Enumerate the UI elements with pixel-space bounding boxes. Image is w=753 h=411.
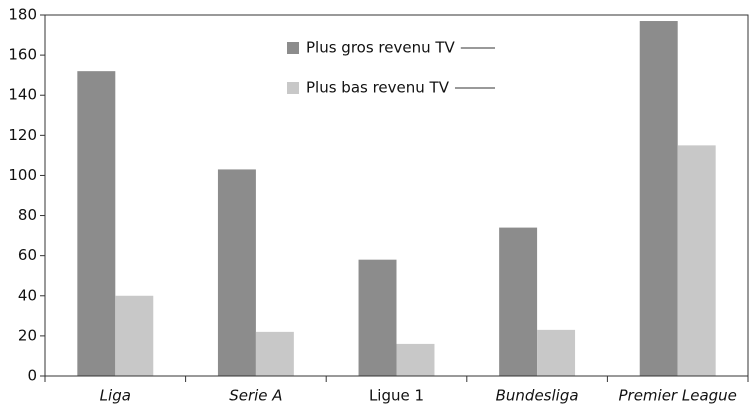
- y-tick-label: 20: [18, 326, 37, 344]
- y-tick-label: 120: [8, 126, 37, 144]
- bar: [255, 331, 294, 376]
- y-tick-label: 0: [27, 367, 37, 385]
- y-tick-label: 160: [8, 46, 37, 64]
- y-tick-label: 80: [18, 206, 37, 224]
- bar: [115, 295, 154, 376]
- bar: [358, 259, 397, 376]
- y-tick-label: 40: [18, 286, 37, 304]
- legend-swatch: [287, 42, 299, 54]
- legend-label: Plus gros revenu TV: [306, 39, 456, 57]
- bar: [77, 71, 116, 377]
- bar: [396, 343, 435, 376]
- y-tick-label: 180: [8, 6, 37, 24]
- x-tick-label: Serie A: [229, 387, 282, 405]
- bar: [537, 329, 576, 376]
- bar: [639, 21, 678, 377]
- legend-swatch: [287, 82, 299, 94]
- x-tick-label: Ligue 1: [369, 387, 424, 405]
- x-tick-label: Premier League: [618, 387, 736, 405]
- bar: [677, 145, 716, 376]
- bar: [217, 169, 256, 376]
- legend-label: Plus bas revenu TV: [306, 79, 450, 97]
- x-tick-label: Bundesliga: [496, 387, 579, 405]
- y-tick-label: 100: [8, 166, 37, 184]
- y-tick-label: 60: [18, 246, 37, 264]
- y-tick-label: 140: [8, 86, 37, 104]
- x-tick-label: Liga: [100, 387, 131, 405]
- bar: [499, 227, 538, 376]
